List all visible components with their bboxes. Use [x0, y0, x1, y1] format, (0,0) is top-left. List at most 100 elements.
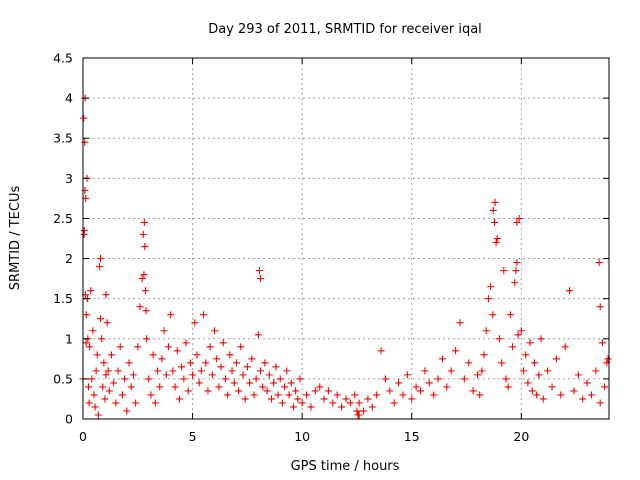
data-point [528, 387, 536, 395]
data-point [89, 327, 97, 335]
data-point [598, 339, 606, 347]
data-point [430, 391, 438, 399]
plot-frame [82, 57, 610, 420]
data-point [82, 339, 90, 347]
data-point [237, 343, 245, 351]
grid-lines [83, 58, 609, 419]
data-point [489, 206, 497, 214]
data-point [498, 359, 506, 367]
y-tick-labels: 0 0.5 1 1.5 2 2.5 3 3.5 4 4.5 [53, 51, 73, 427]
data-point [552, 355, 560, 363]
data-point [186, 359, 194, 367]
data-point [213, 355, 221, 363]
data-point [469, 387, 477, 395]
data-point [544, 367, 552, 375]
data-point [570, 387, 578, 395]
data-point [101, 395, 109, 403]
x-tick-labels: 0 5 10 15 20 [79, 429, 529, 444]
data-point [583, 379, 591, 387]
data-point [129, 371, 137, 379]
data-point [140, 271, 148, 279]
y-tick-label: 0 [65, 412, 73, 427]
y-tick-label: 3 [65, 171, 73, 186]
y-tick-label: 3.5 [53, 131, 73, 146]
data-point [484, 295, 492, 303]
data-point [143, 335, 151, 343]
data-point [281, 383, 289, 391]
data-point [141, 243, 149, 251]
data-point [235, 387, 243, 395]
data-point [476, 391, 484, 399]
data-point [377, 347, 385, 355]
data-point [595, 259, 603, 267]
y-tick-label: 2.5 [53, 211, 73, 226]
data-point [500, 267, 508, 275]
data-point [287, 379, 295, 387]
data-point [289, 403, 297, 411]
data-point [82, 311, 90, 319]
data-point [107, 351, 115, 359]
data-point [156, 383, 164, 391]
data-points [79, 94, 612, 419]
y-tick-label: 0.5 [53, 371, 73, 386]
data-point [85, 399, 93, 407]
data-point [263, 387, 271, 395]
data-point [514, 331, 522, 339]
data-point [539, 395, 547, 403]
data-point [474, 371, 481, 379]
data-point [87, 287, 95, 295]
data-point [447, 367, 455, 375]
data-point [147, 391, 155, 399]
data-point [97, 315, 105, 323]
data-point [215, 383, 223, 391]
data-point [351, 391, 359, 399]
data-point [142, 307, 150, 315]
data-point [151, 399, 159, 407]
data-point [596, 303, 604, 311]
data-point [520, 367, 528, 375]
data-point [368, 403, 376, 411]
chart-title: Day 293 of 2011, SRMTID for receiver iqa… [208, 22, 482, 37]
data-point [307, 403, 315, 411]
data-point [517, 327, 525, 335]
data-point [211, 327, 218, 335]
data-point [180, 375, 188, 383]
data-point [154, 367, 162, 375]
data-point [259, 383, 267, 391]
data-point [535, 371, 543, 379]
data-point [324, 387, 332, 395]
data-point [114, 367, 122, 375]
data-point [158, 355, 166, 363]
data-point [112, 399, 120, 407]
data-point [110, 379, 118, 387]
data-point [265, 371, 273, 379]
data-point [160, 327, 168, 335]
data-point [495, 335, 503, 343]
data-point [512, 267, 520, 275]
data-point [208, 371, 216, 379]
data-point [443, 383, 451, 391]
data-point [164, 343, 172, 351]
data-point [175, 395, 183, 403]
data-point [241, 395, 249, 403]
data-point [338, 403, 346, 411]
data-point [493, 235, 501, 242]
data-point [285, 391, 293, 399]
data-point [88, 375, 96, 383]
data-point [373, 391, 381, 399]
data-point [182, 339, 190, 347]
data-point [167, 311, 175, 319]
data-point [601, 383, 609, 391]
data-point [592, 367, 600, 375]
data-point [478, 367, 486, 375]
data-point [132, 399, 140, 407]
data-point [491, 218, 499, 226]
data-point [138, 275, 146, 283]
data-point [267, 395, 275, 403]
data-point [102, 371, 110, 379]
data-point [149, 351, 157, 359]
data-point [438, 355, 446, 363]
data-point [116, 343, 124, 351]
data-point [403, 371, 411, 379]
